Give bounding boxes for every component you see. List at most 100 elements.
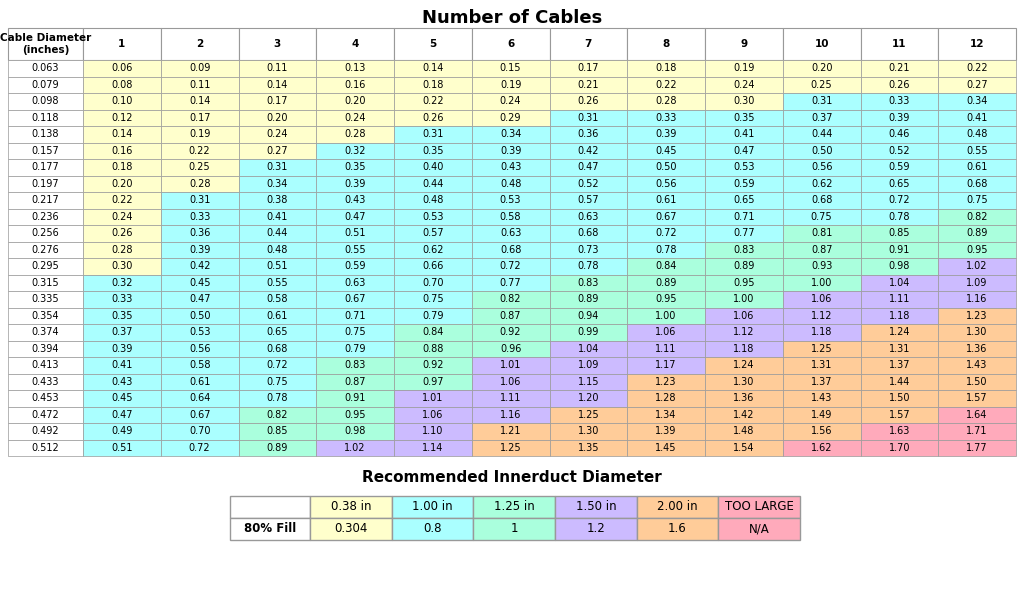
FancyBboxPatch shape — [782, 439, 860, 456]
Text: 1.01: 1.01 — [500, 360, 521, 370]
FancyBboxPatch shape — [705, 374, 782, 390]
Text: 0.72: 0.72 — [889, 195, 910, 205]
Text: 0.433: 0.433 — [32, 377, 59, 387]
Text: 0.11: 0.11 — [266, 63, 288, 73]
Text: 0.063: 0.063 — [32, 63, 59, 73]
FancyBboxPatch shape — [83, 291, 161, 308]
Text: 0.31: 0.31 — [811, 96, 833, 106]
Text: 0.45: 0.45 — [188, 278, 210, 288]
Text: 3: 3 — [273, 39, 281, 49]
Text: 0.55: 0.55 — [344, 245, 366, 254]
Text: 0.68: 0.68 — [500, 245, 521, 254]
FancyBboxPatch shape — [239, 126, 316, 142]
FancyBboxPatch shape — [782, 275, 860, 291]
Text: 0.61: 0.61 — [967, 162, 988, 172]
Text: 0.56: 0.56 — [655, 179, 677, 189]
FancyBboxPatch shape — [705, 76, 782, 93]
FancyBboxPatch shape — [628, 439, 705, 456]
FancyBboxPatch shape — [938, 110, 1016, 126]
Text: 0.50: 0.50 — [811, 146, 833, 156]
FancyBboxPatch shape — [161, 60, 239, 76]
FancyBboxPatch shape — [938, 76, 1016, 93]
Text: 0.85: 0.85 — [266, 426, 288, 436]
FancyBboxPatch shape — [705, 357, 782, 374]
Text: 1.06: 1.06 — [422, 410, 443, 420]
Text: 1.14: 1.14 — [422, 443, 443, 453]
Text: 0.24: 0.24 — [500, 96, 521, 106]
FancyBboxPatch shape — [83, 28, 161, 60]
FancyBboxPatch shape — [628, 390, 705, 406]
Text: 0.20: 0.20 — [112, 179, 133, 189]
Text: 1.11: 1.11 — [889, 294, 910, 304]
Text: 0.20: 0.20 — [811, 63, 833, 73]
FancyBboxPatch shape — [705, 390, 782, 406]
FancyBboxPatch shape — [705, 308, 782, 324]
Text: 0.276: 0.276 — [32, 245, 59, 254]
FancyBboxPatch shape — [230, 496, 310, 518]
Text: 1.25: 1.25 — [811, 344, 833, 354]
Text: 0.71: 0.71 — [344, 311, 366, 321]
FancyBboxPatch shape — [239, 291, 316, 308]
Text: 6: 6 — [507, 39, 514, 49]
FancyBboxPatch shape — [473, 518, 555, 540]
FancyBboxPatch shape — [628, 192, 705, 209]
FancyBboxPatch shape — [472, 308, 550, 324]
Text: 0.99: 0.99 — [578, 327, 599, 337]
Text: 0.77: 0.77 — [733, 228, 755, 238]
Text: 1.01: 1.01 — [422, 393, 443, 403]
FancyBboxPatch shape — [239, 308, 316, 324]
FancyBboxPatch shape — [316, 159, 394, 175]
Text: 0.51: 0.51 — [266, 261, 288, 271]
Text: 0.39: 0.39 — [112, 344, 132, 354]
Text: 0.19: 0.19 — [189, 129, 210, 139]
Text: 0.51: 0.51 — [112, 443, 133, 453]
Text: 1.37: 1.37 — [811, 377, 833, 387]
FancyBboxPatch shape — [860, 423, 938, 439]
FancyBboxPatch shape — [83, 390, 161, 406]
FancyBboxPatch shape — [550, 275, 628, 291]
Text: 1.02: 1.02 — [344, 443, 366, 453]
FancyBboxPatch shape — [161, 308, 239, 324]
Text: 1.50: 1.50 — [889, 393, 910, 403]
FancyBboxPatch shape — [938, 142, 1016, 159]
FancyBboxPatch shape — [316, 374, 394, 390]
Text: 0.41: 0.41 — [266, 212, 288, 222]
FancyBboxPatch shape — [316, 126, 394, 142]
FancyBboxPatch shape — [8, 159, 83, 175]
Text: 0.42: 0.42 — [578, 146, 599, 156]
FancyBboxPatch shape — [230, 518, 310, 540]
FancyBboxPatch shape — [161, 209, 239, 225]
FancyBboxPatch shape — [239, 439, 316, 456]
Text: 8: 8 — [663, 39, 670, 49]
FancyBboxPatch shape — [473, 496, 555, 518]
Text: 1: 1 — [510, 523, 518, 535]
Text: 0.75: 0.75 — [422, 294, 443, 304]
Text: 0.57: 0.57 — [422, 228, 443, 238]
Text: 0.15: 0.15 — [500, 63, 521, 73]
FancyBboxPatch shape — [316, 175, 394, 192]
Text: 0.61: 0.61 — [189, 377, 210, 387]
FancyBboxPatch shape — [83, 406, 161, 423]
Text: 1.15: 1.15 — [578, 377, 599, 387]
Text: 0.31: 0.31 — [189, 195, 210, 205]
FancyBboxPatch shape — [705, 225, 782, 241]
FancyBboxPatch shape — [550, 308, 628, 324]
FancyBboxPatch shape — [83, 110, 161, 126]
FancyBboxPatch shape — [782, 357, 860, 374]
FancyBboxPatch shape — [472, 275, 550, 291]
FancyBboxPatch shape — [394, 258, 472, 275]
FancyBboxPatch shape — [550, 60, 628, 76]
Text: 0.11: 0.11 — [189, 80, 210, 90]
FancyBboxPatch shape — [550, 225, 628, 241]
Text: 1.00: 1.00 — [733, 294, 755, 304]
FancyBboxPatch shape — [316, 209, 394, 225]
Text: 0.14: 0.14 — [189, 96, 210, 106]
FancyBboxPatch shape — [239, 423, 316, 439]
Text: 0.39: 0.39 — [655, 129, 677, 139]
FancyBboxPatch shape — [472, 241, 550, 258]
Text: 0.91: 0.91 — [344, 393, 366, 403]
Text: 0.32: 0.32 — [344, 146, 366, 156]
Text: 0.36: 0.36 — [189, 228, 210, 238]
FancyBboxPatch shape — [8, 209, 83, 225]
FancyBboxPatch shape — [550, 142, 628, 159]
